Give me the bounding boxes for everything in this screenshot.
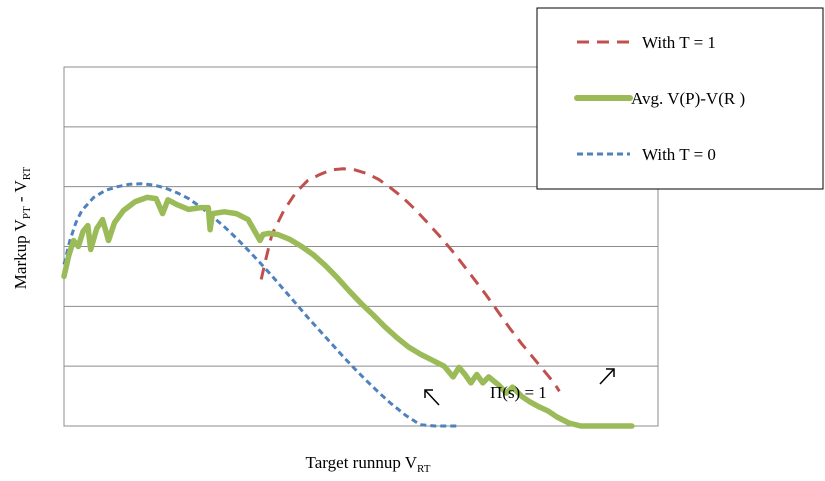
x-axis-title-sub: RT	[417, 463, 431, 475]
legend-label-with-t-1: With T = 1	[642, 33, 716, 52]
legend-label-avg: Avg. V(P)-V(R )	[631, 89, 745, 108]
x-axis-title-main: Target runnup V	[306, 453, 418, 472]
x-axis-title: Target runnup VRT	[306, 453, 431, 475]
arrow-left	[424, 389, 440, 406]
annotation-label: Π(s) = 1	[490, 383, 547, 402]
series-line-1	[61, 194, 635, 429]
y-axis-title-sub1: PT	[21, 206, 33, 219]
series-layer	[61, 167, 635, 429]
y-axis-title-sub2: RT	[21, 167, 33, 181]
legend-label-with-t-0: With T = 0	[642, 145, 716, 164]
series-line-0	[259, 167, 561, 393]
arrow-right	[599, 368, 615, 385]
y-axis-title-main: Markup V	[11, 218, 30, 289]
y-axis-title: Markup VPT - VRT	[11, 167, 33, 290]
legend: With T = 1 Avg. V(P)-V(R ) With T = 0	[536, 7, 824, 190]
y-axis-title-mid: - V	[11, 179, 30, 206]
series-line-2	[62, 182, 459, 428]
